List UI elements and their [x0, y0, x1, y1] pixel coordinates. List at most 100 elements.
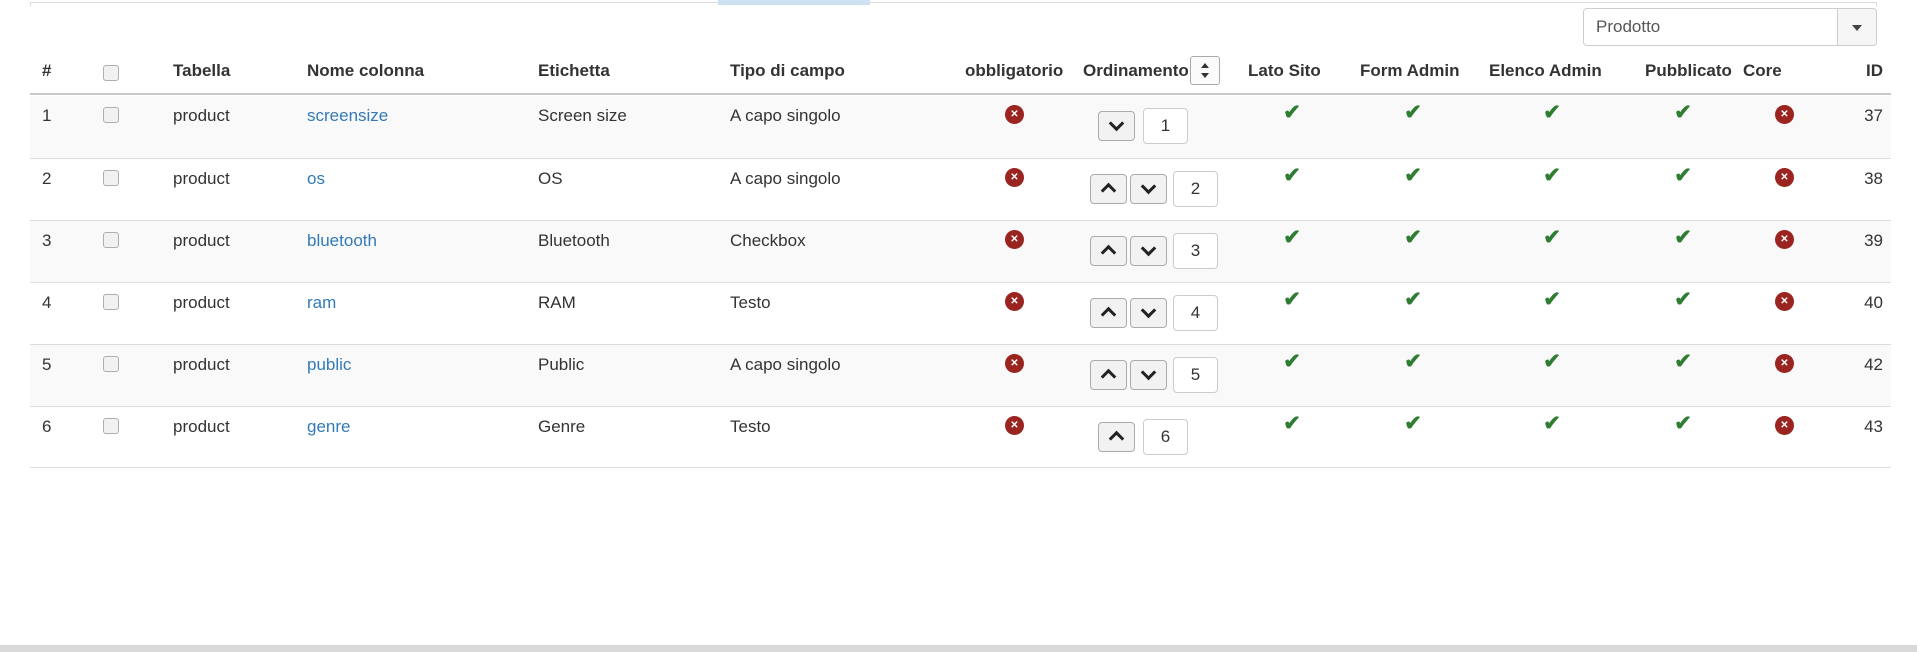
cross-icon[interactable]: ✕ — [1775, 168, 1794, 187]
cross-icon[interactable]: ✕ — [1005, 168, 1024, 187]
cross-icon[interactable]: ✕ — [1005, 292, 1024, 311]
product-filter-select[interactable]: Prodotto — [1583, 8, 1877, 46]
chevron-down-icon — [1108, 115, 1125, 131]
move-down-button[interactable] — [1130, 174, 1167, 204]
table-header: # Tabella Nome colonna Etichetta Tipo di… — [30, 53, 1891, 95]
check-icon[interactable]: ✔ — [1404, 164, 1422, 187]
column-name-link[interactable]: ram — [307, 293, 337, 312]
move-up-button[interactable] — [1090, 236, 1127, 266]
move-up-button[interactable] — [1098, 422, 1135, 452]
check-icon[interactable]: ✔ — [1404, 288, 1422, 311]
check-icon[interactable]: ✔ — [1674, 350, 1692, 373]
header-form-admin: Form Admin — [1360, 61, 1460, 80]
check-icon[interactable]: ✔ — [1283, 288, 1301, 311]
column-name-link[interactable]: public — [307, 355, 352, 374]
row-tipo-di-campo: Checkbox — [730, 231, 806, 250]
row-tipo-di-campo: A capo singolo — [730, 106, 841, 125]
column-name-link[interactable]: bluetooth — [307, 231, 377, 250]
move-up-button[interactable] — [1090, 174, 1127, 204]
ordinamento-input[interactable] — [1143, 108, 1188, 144]
check-icon[interactable]: ✔ — [1674, 412, 1692, 435]
check-icon[interactable]: ✔ — [1283, 164, 1301, 187]
column-name-link[interactable]: screensize — [307, 106, 389, 125]
move-down-button[interactable] — [1130, 298, 1167, 328]
header-etichetta: Etichetta — [538, 61, 610, 80]
check-icon[interactable]: ✔ — [1543, 101, 1561, 124]
cross-icon[interactable]: ✕ — [1775, 230, 1794, 249]
check-icon[interactable]: ✔ — [1674, 226, 1692, 249]
caret-down-icon — [1852, 25, 1862, 31]
ordinamento-input[interactable] — [1143, 419, 1188, 455]
check-icon[interactable]: ✔ — [1404, 350, 1422, 373]
check-icon[interactable]: ✔ — [1543, 226, 1561, 249]
chevron-down-icon — [1140, 178, 1157, 194]
cross-icon[interactable]: ✕ — [1775, 354, 1794, 373]
check-icon[interactable]: ✔ — [1283, 101, 1301, 124]
chevron-up-icon — [1100, 182, 1117, 198]
cross-icon[interactable]: ✕ — [1005, 416, 1024, 435]
move-up-button[interactable] — [1090, 298, 1127, 328]
select-dropdown-button[interactable] — [1837, 9, 1876, 45]
check-icon[interactable]: ✔ — [1543, 412, 1561, 435]
row-checkbox[interactable] — [103, 107, 119, 123]
cross-icon[interactable]: ✕ — [1005, 230, 1024, 249]
table-row: 4 product ram RAM Testo ✕ ✔ ✔ ✔ ✔ ✕ 40 — [30, 282, 1891, 344]
check-icon[interactable]: ✔ — [1404, 412, 1422, 435]
check-icon[interactable]: ✔ — [1404, 226, 1422, 249]
row-index: 4 — [42, 293, 52, 312]
check-icon[interactable]: ✔ — [1283, 412, 1301, 435]
check-icon[interactable]: ✔ — [1404, 101, 1422, 124]
ordinamento-input[interactable] — [1173, 171, 1218, 207]
column-name-link[interactable]: genre — [307, 417, 351, 436]
row-checkbox[interactable] — [103, 170, 119, 186]
row-tipo-di-campo: A capo singolo — [730, 355, 841, 374]
row-checkbox[interactable] — [103, 294, 119, 310]
row-etichetta: Genre — [538, 417, 586, 436]
row-id: 37 — [1864, 106, 1883, 125]
move-up-button[interactable] — [1090, 360, 1127, 390]
check-icon[interactable]: ✔ — [1674, 288, 1692, 311]
ordinamento-sort-spinner[interactable] — [1190, 56, 1220, 85]
header-elenco-admin: Elenco Admin — [1489, 61, 1602, 80]
table-row: 5 product public Public A capo singolo ✕… — [30, 344, 1891, 406]
cross-icon[interactable]: ✕ — [1005, 105, 1024, 124]
row-id: 43 — [1864, 417, 1883, 436]
active-tab-strip[interactable] — [718, 0, 870, 5]
check-icon[interactable]: ✔ — [1543, 350, 1561, 373]
cross-icon[interactable]: ✕ — [1005, 354, 1024, 373]
row-tabella: product — [173, 106, 230, 125]
product-filter-value: Prodotto — [1596, 17, 1661, 36]
row-etichetta: OS — [538, 169, 563, 188]
ordinamento-input[interactable] — [1173, 295, 1218, 331]
row-checkbox[interactable] — [103, 232, 119, 248]
check-icon[interactable]: ✔ — [1543, 164, 1561, 187]
cross-icon[interactable]: ✕ — [1775, 105, 1794, 124]
select-all-checkbox[interactable] — [103, 65, 119, 81]
move-down-button[interactable] — [1130, 236, 1167, 266]
row-checkbox[interactable] — [103, 418, 119, 434]
move-down-button[interactable] — [1130, 360, 1167, 390]
cross-icon[interactable]: ✕ — [1775, 416, 1794, 435]
row-checkbox[interactable] — [103, 356, 119, 372]
check-icon[interactable]: ✔ — [1283, 350, 1301, 373]
chevron-down-icon — [1140, 302, 1157, 318]
row-tabella: product — [173, 417, 230, 436]
row-index: 5 — [42, 355, 52, 374]
check-icon[interactable]: ✔ — [1674, 101, 1692, 124]
column-name-link[interactable]: os — [307, 169, 325, 188]
header-index: # — [42, 61, 52, 80]
check-icon[interactable]: ✔ — [1674, 164, 1692, 187]
cross-icon[interactable]: ✕ — [1775, 292, 1794, 311]
table-row: 2 product os OS A capo singolo ✕ ✔ ✔ ✔ ✔… — [30, 158, 1891, 220]
check-icon[interactable]: ✔ — [1543, 288, 1561, 311]
header-obbligatorio: obbligatorio — [965, 61, 1064, 80]
ordinamento-input[interactable] — [1173, 233, 1218, 269]
row-tipo-di-campo: Testo — [730, 417, 771, 436]
move-down-button[interactable] — [1098, 111, 1135, 141]
check-icon[interactable]: ✔ — [1283, 226, 1301, 249]
bottom-scrollbar[interactable] — [0, 645, 1917, 652]
row-index: 2 — [42, 169, 52, 188]
ordinamento-input[interactable] — [1173, 357, 1218, 393]
header-tipo-di-campo: Tipo di campo — [730, 61, 845, 80]
row-id: 39 — [1864, 231, 1883, 250]
